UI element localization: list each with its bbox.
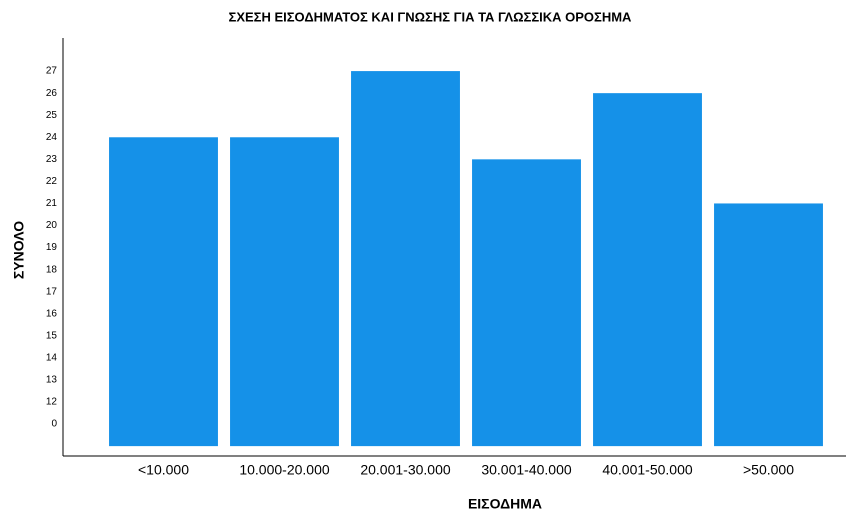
y-tick-label: 16 xyxy=(46,308,58,319)
bar xyxy=(230,137,339,447)
y-tick-label: 17 xyxy=(46,286,58,297)
y-tick-label: 24 xyxy=(46,132,58,143)
y-tick-label: 26 xyxy=(46,88,58,99)
y-tick-label: 22 xyxy=(46,176,58,187)
y-tick-label: 20 xyxy=(46,220,58,231)
bar xyxy=(109,137,218,447)
y-tick-label: 13 xyxy=(46,375,58,386)
bar xyxy=(472,159,581,447)
y-tick-label: 15 xyxy=(46,330,58,341)
x-tick-label: 30.001-40.000 xyxy=(481,462,572,478)
bar xyxy=(593,93,702,447)
chart-title: ΣΧΕΣΗ ΕΙΣΟΔΗΜΑΤΟΣ ΚΑΙ ΓΝΩΣΗΣ ΓΙΑ ΤΑ ΓΛΩΣ… xyxy=(229,9,633,24)
x-tick-label: >50.000 xyxy=(743,462,794,478)
bar xyxy=(351,71,460,447)
x-tick-label: 20.001-30.000 xyxy=(360,462,451,478)
y-axis-title: ΣΥΝΟΛΟ xyxy=(11,221,27,279)
y-tick-label: 21 xyxy=(46,198,58,209)
y-tick-label: 14 xyxy=(46,353,58,364)
bar xyxy=(714,203,823,447)
y-tick-label: 23 xyxy=(46,154,58,165)
x-tick-label: <10.000 xyxy=(138,462,189,478)
x-tick-label: 10.000-20.000 xyxy=(239,462,330,478)
y-tick-label: 19 xyxy=(46,242,58,253)
y-tick-label: 18 xyxy=(46,264,58,275)
x-tick-label: 40.001-50.000 xyxy=(602,462,693,478)
y-tick-label: 27 xyxy=(46,66,58,77)
y-tick-label: 12 xyxy=(46,397,58,408)
y-tick-label: 25 xyxy=(46,110,58,121)
x-axis-title: ΕΙΣΟΔΗΜΑ xyxy=(468,496,542,512)
y-tick-label: 0 xyxy=(51,419,57,430)
